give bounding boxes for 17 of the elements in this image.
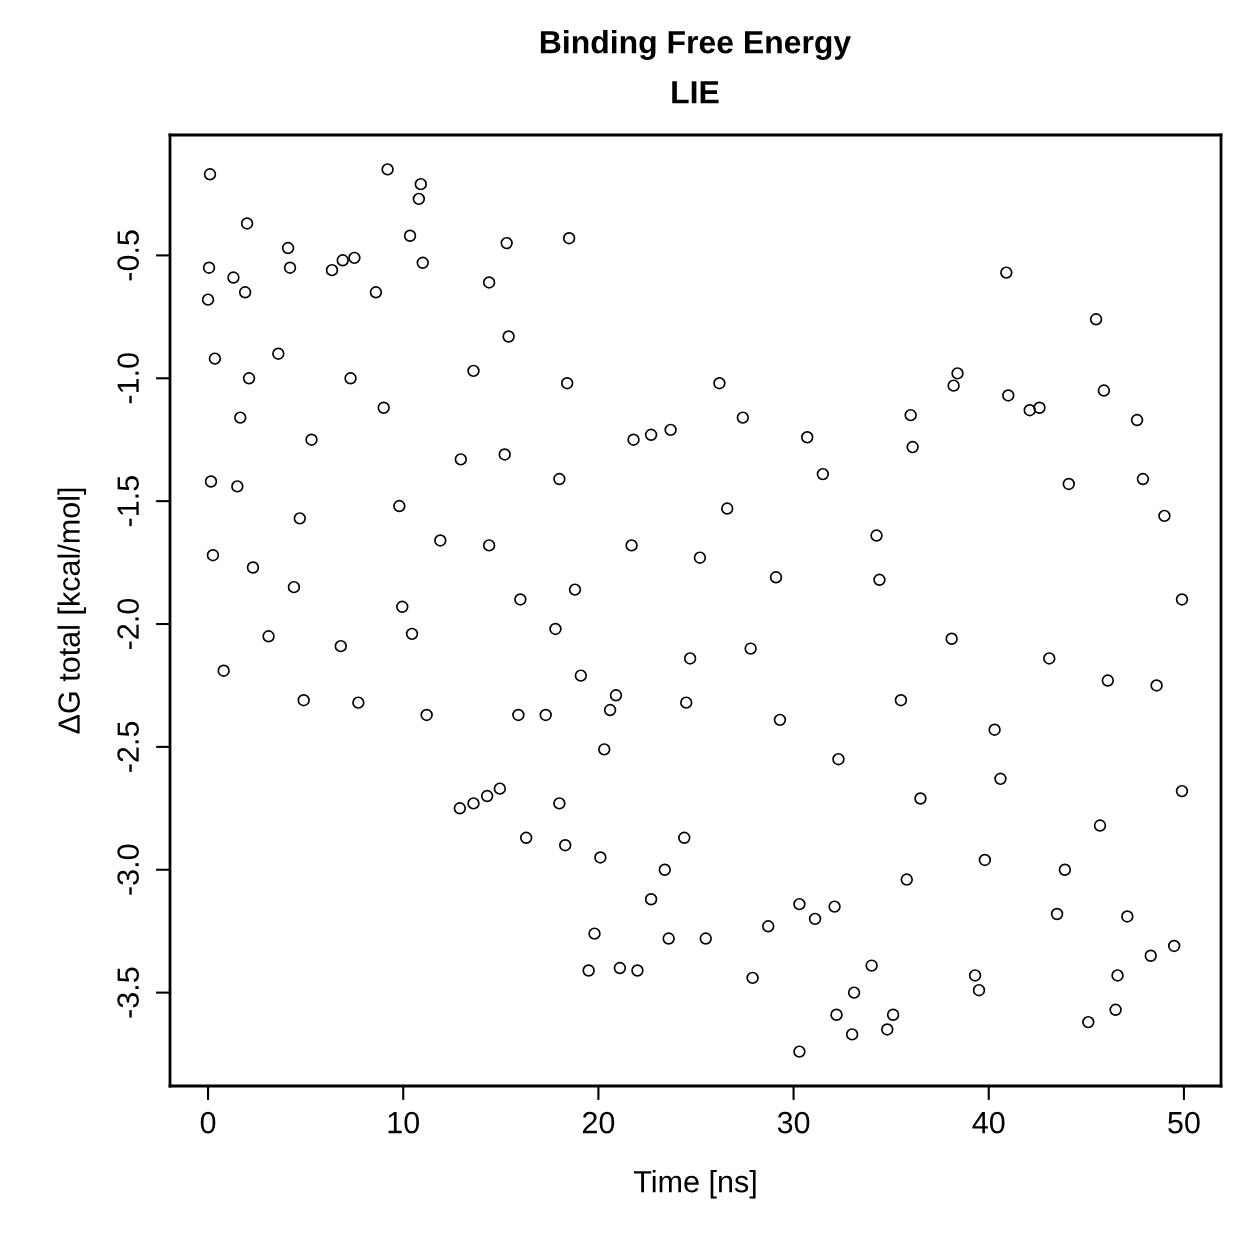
x-tick-label: 50: [1168, 1111, 1200, 1134]
y-tick-label: -1.5: [117, 476, 139, 527]
y-tick-label: -0.5: [117, 230, 139, 281]
y-tick-label: -2.0: [117, 598, 139, 649]
chart-subtitle: LIE: [672, 81, 719, 104]
y-tick-label: -1.0: [117, 353, 139, 404]
x-tick-label: 40: [972, 1111, 1005, 1134]
y-tick-label: -3.5: [117, 967, 139, 1018]
y-tick-label: -3.0: [117, 844, 139, 895]
chart-title: Binding Free Energy: [540, 30, 851, 60]
y-axis-title: ΔG total [kcal/mol]: [57, 488, 86, 734]
y-tick-label: -2.5: [117, 721, 139, 772]
x-axis-title: Time [ns]: [633, 1170, 756, 1199]
x-tick-label: 20: [582, 1111, 615, 1134]
x-tick-label: 30: [777, 1111, 810, 1134]
x-tick-label: 10: [388, 1111, 420, 1134]
x-tick-label: 0: [200, 1111, 216, 1134]
